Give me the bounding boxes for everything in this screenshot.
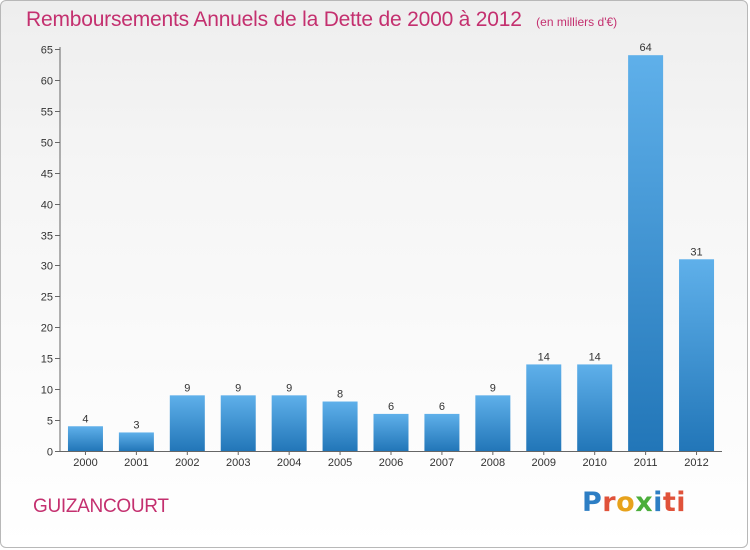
y-tick-label: 60 xyxy=(41,76,53,88)
x-tick-label-2006: 2006 xyxy=(379,457,403,469)
bar-2004[interactable] xyxy=(271,395,307,451)
x-tick-label-2008: 2008 xyxy=(481,457,505,469)
data-label-2012: 31 xyxy=(690,246,702,258)
x-tick-label-2010: 2010 xyxy=(582,457,606,469)
y-tick-label: 0 xyxy=(47,447,53,459)
data-label-2006: 6 xyxy=(388,401,394,413)
x-tick-label-2000: 2000 xyxy=(73,457,97,469)
y-tick-label: 45 xyxy=(41,169,53,181)
bar-2001[interactable] xyxy=(118,432,154,451)
x-tick-label-2011: 2011 xyxy=(634,457,658,469)
bar-2006[interactable] xyxy=(373,413,409,451)
chart-title: Remboursements Annuels de la Dette de 20… xyxy=(26,8,522,31)
bar-2009[interactable] xyxy=(526,364,562,451)
bar-2003[interactable] xyxy=(220,395,256,451)
bar-2011[interactable] xyxy=(628,55,664,451)
bar-2008[interactable] xyxy=(475,395,511,451)
data-label-2000: 4 xyxy=(82,413,88,425)
chart-bars xyxy=(67,55,715,451)
bar-2002[interactable] xyxy=(169,395,205,451)
y-tick-label: 35 xyxy=(41,231,53,243)
bar-2005[interactable] xyxy=(322,401,358,451)
data-label-2004: 9 xyxy=(286,382,292,394)
y-tick-label: 40 xyxy=(41,200,53,212)
bar-2000[interactable] xyxy=(67,426,103,451)
y-tick-label: 50 xyxy=(41,138,53,150)
chart-subtitle: (en milliers d'€) xyxy=(536,15,618,29)
bar-2007[interactable] xyxy=(424,413,460,451)
x-tick-label-2001: 2001 xyxy=(124,457,148,469)
y-tick-label: 5 xyxy=(47,416,53,428)
y-tick-label: 15 xyxy=(41,354,53,366)
y-tick-label: 65 xyxy=(41,45,53,57)
y-tick-label: 55 xyxy=(41,107,53,119)
proxiti-logo[interactable]: Proxiti xyxy=(582,487,687,518)
x-tick-label-2005: 2005 xyxy=(328,457,352,469)
data-label-2011: 64 xyxy=(639,42,651,54)
x-tick-label-2003: 2003 xyxy=(226,457,250,469)
data-label-2010: 14 xyxy=(589,351,601,363)
bar-2012[interactable] xyxy=(679,259,715,451)
x-tick-label-2004: 2004 xyxy=(277,457,301,469)
chart-axes: 0 5 10 15 20 25 30 35 40 45 50 55 60 65 xyxy=(41,45,722,459)
y-tick-label: 20 xyxy=(41,323,53,335)
y-tick-label: 10 xyxy=(41,385,53,397)
y-tick-label: 25 xyxy=(41,292,53,304)
x-tick-label-2007: 2007 xyxy=(430,457,454,469)
x-tick-label-2009: 2009 xyxy=(532,457,556,469)
data-label-2005: 8 xyxy=(337,389,343,401)
data-label-2007: 6 xyxy=(439,401,445,413)
data-label-2003: 9 xyxy=(235,382,241,394)
data-label-2008: 9 xyxy=(490,382,496,394)
data-label-2001: 3 xyxy=(133,419,139,431)
chart-title-row: Remboursements Annuels de la Dette de 20… xyxy=(26,8,617,32)
y-tick-label: 30 xyxy=(41,261,53,273)
chart-labels: 2000 4 2001 3 2002 9 2003 9 2004 9 2005 8 2006 6 2007 6… xyxy=(73,42,709,469)
data-label-2002: 9 xyxy=(184,382,190,394)
x-tick-label-2002: 2002 xyxy=(175,457,199,469)
commune-name: GUIZANCOURT xyxy=(33,496,169,517)
x-tick-label-2012: 2012 xyxy=(684,457,708,469)
bar-2010[interactable] xyxy=(577,364,613,451)
data-label-2009: 14 xyxy=(538,351,550,363)
